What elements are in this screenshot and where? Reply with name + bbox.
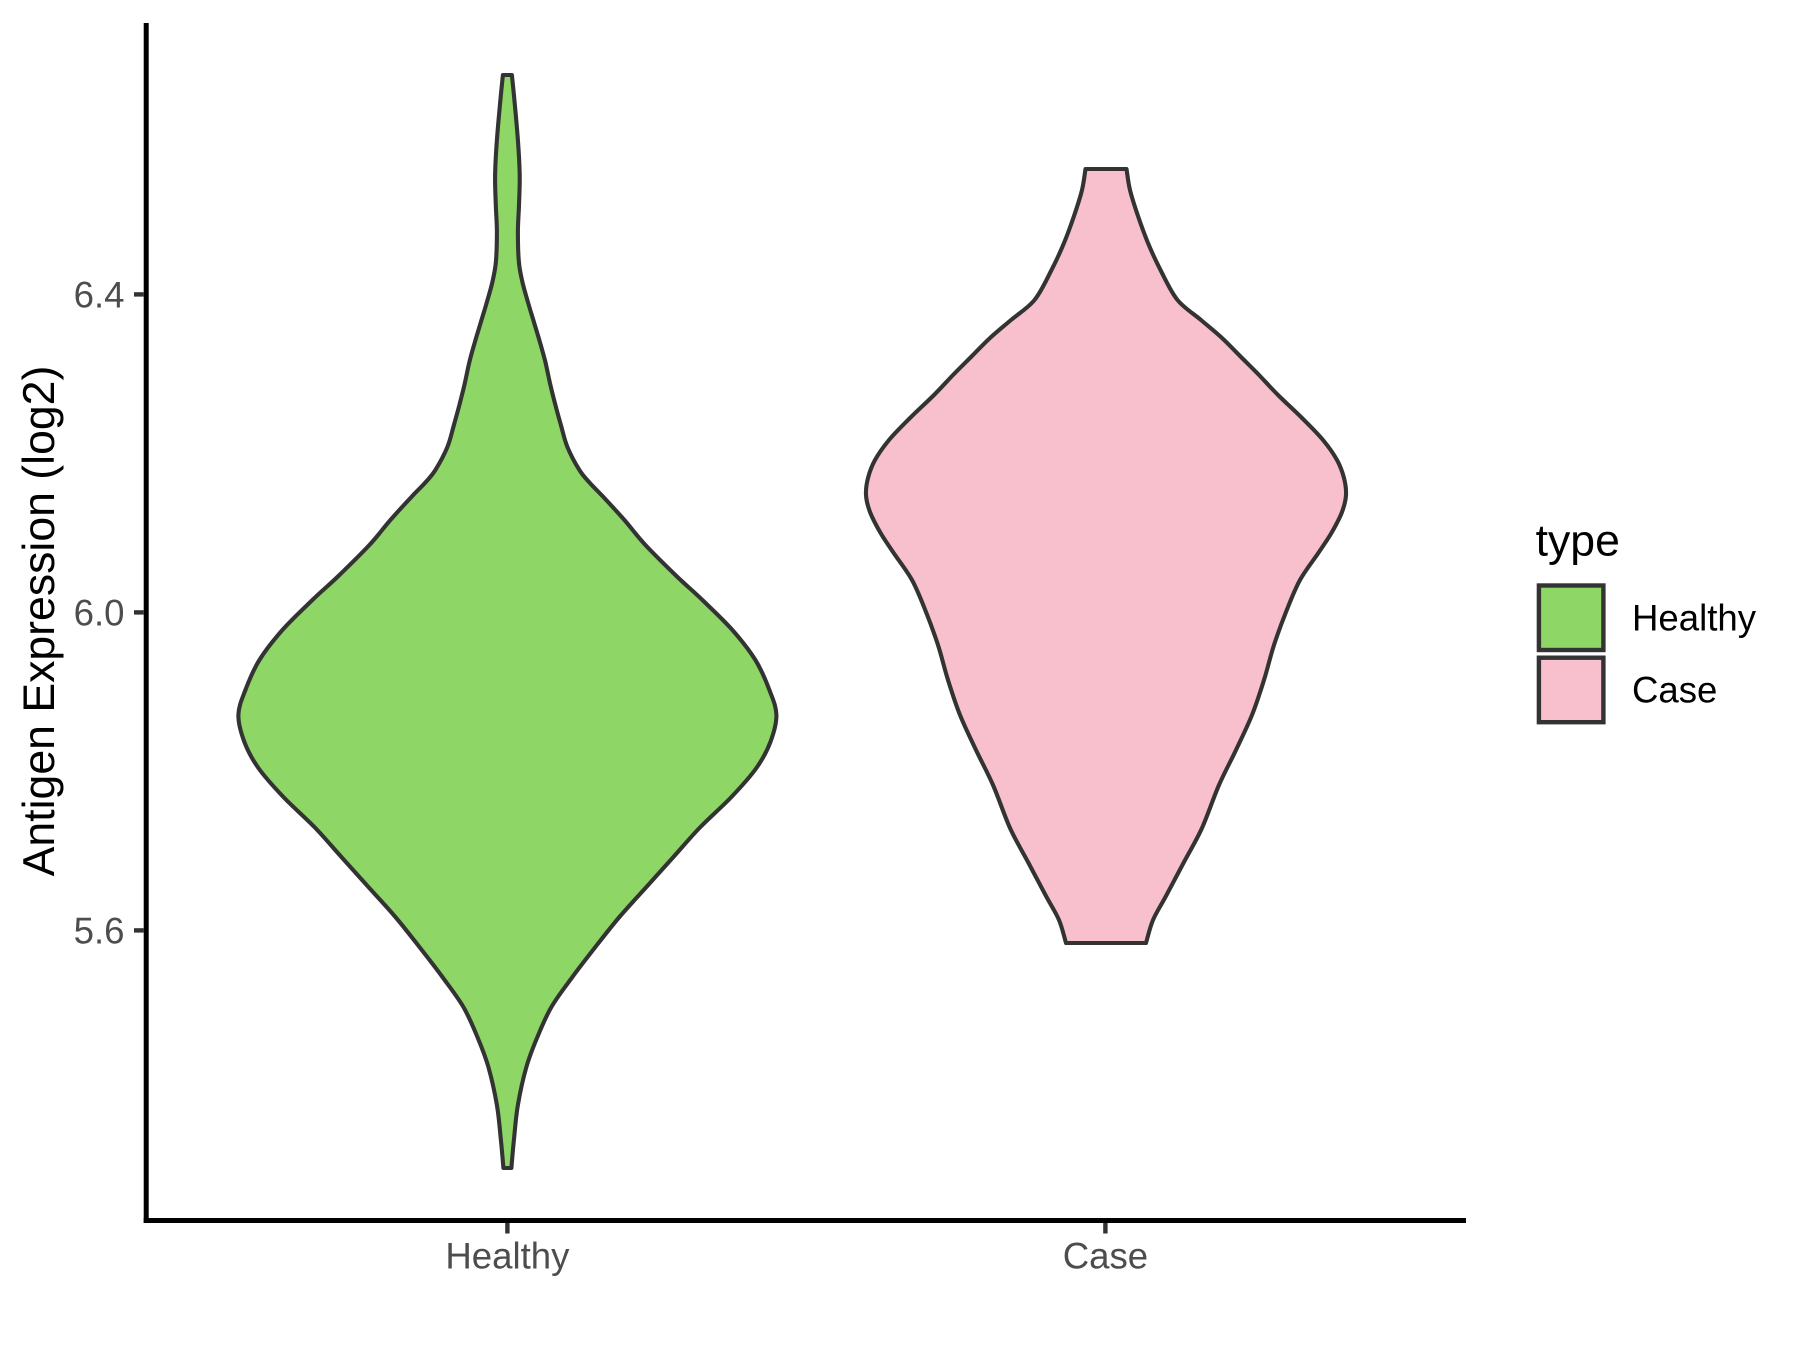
svg-text:5.6: 5.6 <box>74 911 125 952</box>
svg-text:6.4: 6.4 <box>74 275 125 316</box>
svg-text:Healthy: Healthy <box>445 1236 570 1277</box>
svg-text:Case: Case <box>1632 670 1717 711</box>
svg-text:type: type <box>1536 517 1620 566</box>
svg-text:Case: Case <box>1063 1236 1148 1277</box>
svg-text:Healthy: Healthy <box>1632 597 1757 638</box>
svg-text:Antigen Expression (log2): Antigen Expression (log2) <box>15 366 64 877</box>
svg-text:6.0: 6.0 <box>74 593 125 634</box>
